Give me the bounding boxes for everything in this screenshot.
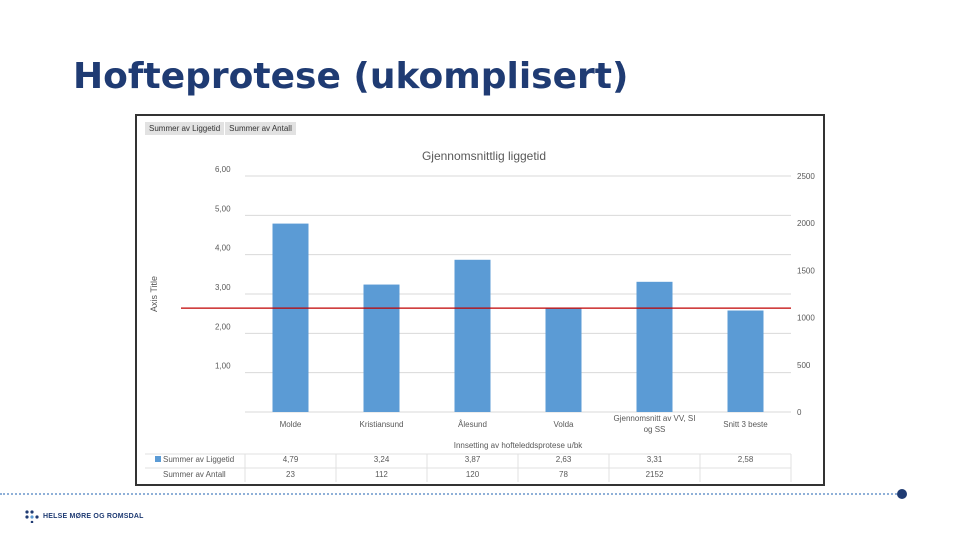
bar — [636, 281, 673, 412]
chart-panel: Summer av Liggetid Summer av Antall Gjen… — [135, 114, 825, 486]
chart-title: Gjennomsnittlig liggetid — [422, 149, 546, 163]
legend-series-label: Summer av Liggetid — [163, 455, 234, 464]
legend-swatch — [155, 456, 161, 462]
y-tick-label: 2,00 — [215, 322, 231, 331]
y2-tick-label: 1500 — [797, 266, 815, 275]
y2-tick-label: 1000 — [797, 314, 815, 323]
y-tick-label: 3,00 — [215, 283, 231, 292]
bar — [545, 308, 582, 412]
bar — [454, 259, 491, 412]
y-tick-label: 1,00 — [215, 362, 231, 371]
bar-chart: Gjennomsnittlig liggetid 6,00 5,00 4,00 3,00… — [145, 149, 815, 482]
tab-summer-av-antall[interactable]: Summer av Antall — [225, 122, 297, 135]
data-label: 2,63 — [556, 455, 572, 464]
bar — [272, 223, 309, 412]
category-label: Kristiansund — [359, 420, 403, 429]
x-axis-title: Innsetting av hofteleddsprotese u/bk — [454, 441, 584, 450]
category-label: Molde — [280, 420, 302, 429]
data-label: 3,87 — [465, 455, 481, 464]
data-label: 78 — [559, 470, 568, 479]
tab-summer-av-liggetid[interactable]: Summer av Liggetid — [145, 122, 226, 135]
footer-dot — [897, 489, 907, 499]
y2-tick-label: 2000 — [797, 219, 815, 228]
data-label: 2152 — [646, 470, 664, 479]
data-label: 2,58 — [738, 455, 754, 464]
bar — [363, 284, 400, 412]
data-label: 3,31 — [647, 455, 663, 464]
category-label: Gjennomsnitt av VV, SI — [614, 414, 696, 423]
category-label: og SS — [644, 425, 666, 434]
logo: HELSE MØRE OG ROMSDAL — [24, 509, 144, 523]
chart-tabs: Summer av Liggetid Summer av Antall — [145, 122, 297, 135]
data-label: 120 — [466, 470, 480, 479]
data-label: 3,24 — [374, 455, 390, 464]
y-tick-label: 6,00 — [215, 165, 231, 174]
logo-icon — [25, 510, 39, 523]
category-label: Ålesund — [458, 420, 487, 429]
y2-tick-label: 2500 — [797, 172, 815, 181]
data-label: 4,79 — [283, 455, 299, 464]
data-label: 23 — [286, 470, 295, 479]
y-tick-label: 5,00 — [215, 204, 231, 213]
category-label: Volda — [553, 420, 574, 429]
y-axis-title: Axis Title — [149, 276, 159, 312]
y2-tick-label: 500 — [797, 361, 811, 370]
y2-tick-label: 0 — [797, 408, 802, 417]
category-label: Snitt 3 beste — [723, 420, 768, 429]
y-tick-label: 4,00 — [215, 244, 231, 253]
slide-title: Hofteprotese (ukomplisert) — [73, 56, 629, 97]
bar — [727, 310, 764, 412]
legend-series-label: Summer av Antall — [163, 470, 226, 479]
logo-text: HELSE MØRE OG ROMSDAL — [43, 512, 144, 520]
footer-divider — [0, 493, 900, 495]
data-label: 112 — [375, 470, 388, 479]
